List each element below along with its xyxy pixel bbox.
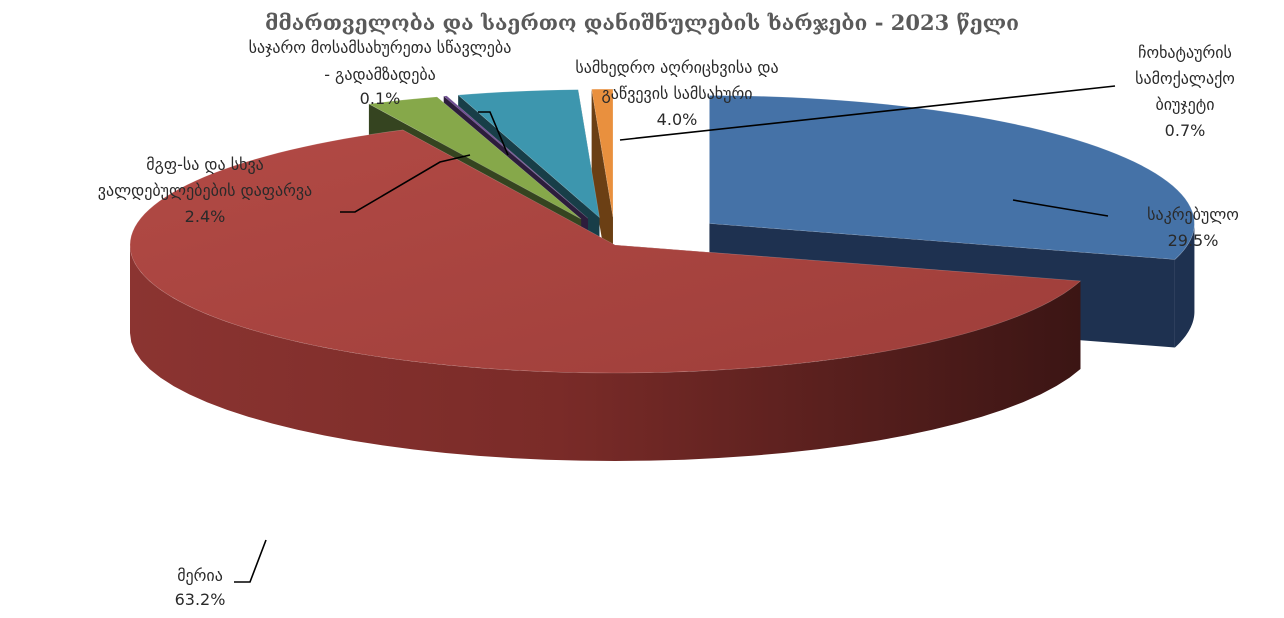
slice-label-4-line-1: გაწვევის სამსახური — [601, 84, 752, 103]
chart-title: მმართველობა და საერთო დანიშნულების ხარჯე… — [265, 10, 1019, 35]
slice-label-2-line-0: მგფ-სა და სხვა — [146, 155, 264, 174]
slice-label-5-line-0: ჩოხატაურის — [1138, 43, 1232, 62]
slice-1 — [129, 129, 1082, 461]
slice-top-0 — [709, 95, 1195, 260]
slice-value-label-0: 29.5% — [1168, 231, 1219, 250]
leader-line-1 — [234, 539, 267, 583]
slice-label-3-line-1: - გადამზადება — [324, 65, 436, 84]
slice-value-label-3: 0.1% — [360, 89, 401, 108]
slice-side-1 — [130, 245, 1081, 461]
slice-label-3-line-0: საჯარო მოსამსახურეთა სწავლება — [249, 38, 512, 57]
slice-top-5 — [591, 88, 614, 218]
leader-line-0 — [1012, 199, 1109, 217]
slices-layer — [129, 88, 1195, 461]
slice-label-0-line-0: საკრებულო — [1147, 205, 1239, 224]
slice-side-0 — [1174, 223, 1195, 348]
leaders-layer — [234, 85, 1116, 583]
leader-line-5 — [619, 85, 1116, 141]
slice-value-label-5: 0.7% — [1165, 121, 1206, 140]
slice-top-1 — [129, 129, 1082, 374]
slice-label-1-line-0: მერია — [177, 566, 223, 585]
slice-value-label-1: 63.2% — [175, 590, 226, 609]
slice-value-label-2: 2.4% — [185, 207, 226, 226]
slice-top-3 — [442, 95, 589, 219]
leader-line-3 — [478, 111, 509, 156]
labels-layer: საკრებულო 29.5% მერია 63.2% მგფ-სა და სხვა ვა… — [98, 38, 1239, 609]
slice-label-5-line-1: სამოქალაქო — [1135, 69, 1235, 88]
slice-label-2-line-1: ვალდებულებების დაფარვა — [98, 181, 312, 200]
leader-line-2 — [340, 154, 471, 213]
slice-top-2 — [367, 96, 582, 220]
slice-label-4-line-0: სამხედრო აღრიცხვისა და — [575, 58, 778, 77]
slice-value-label-4: 4.0% — [657, 110, 698, 129]
slice-label-5-line-2: ბიუჯეტი — [1155, 95, 1214, 114]
